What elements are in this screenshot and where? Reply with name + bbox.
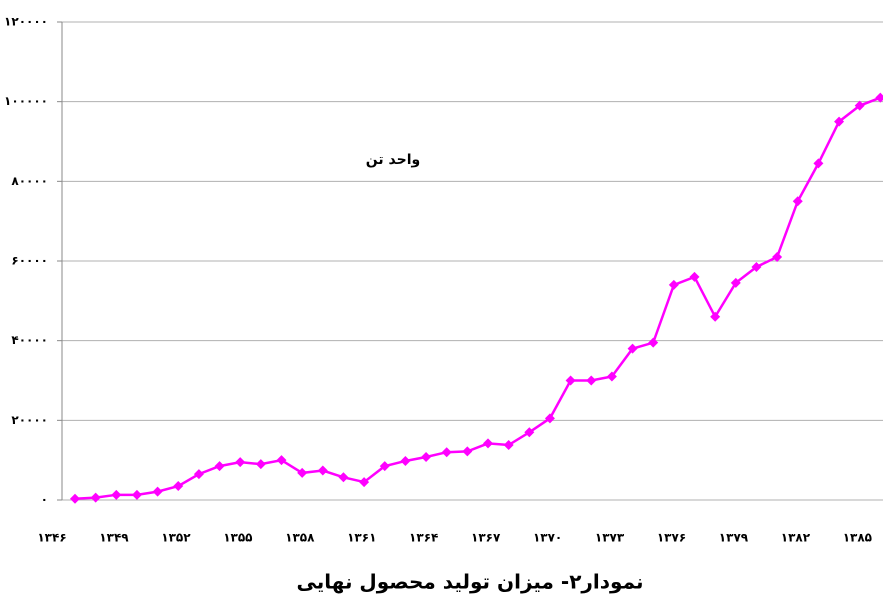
marker — [338, 472, 349, 483]
y-tick-label: ۱۰۰۰۰۰ — [4, 94, 48, 108]
marker — [193, 469, 204, 480]
marker — [751, 261, 762, 272]
marker — [359, 477, 370, 488]
marker — [297, 467, 308, 478]
annotation: واحد تن — [366, 152, 420, 168]
marker — [586, 375, 597, 386]
x-tick-label: ۱۳۵۵ — [223, 531, 252, 545]
marker — [565, 375, 576, 386]
x-tick-label: ۱۳۷۶ — [657, 531, 686, 545]
y-tick-label: ۲۰۰۰۰ — [11, 413, 48, 427]
y-tick-label: ۸۰۰۰۰ — [11, 174, 48, 188]
x-tick-label: ۱۳۸۵ — [843, 531, 872, 545]
marker — [90, 492, 101, 503]
marker — [379, 461, 390, 472]
marker — [503, 440, 514, 451]
marker — [544, 413, 555, 424]
marker — [524, 427, 535, 438]
x-tick-label: ۱۳۵۸ — [285, 531, 315, 545]
marker — [606, 371, 617, 382]
marker — [400, 455, 411, 466]
marker — [421, 451, 432, 462]
x-tick-label: ۱۳۶۱ — [347, 531, 376, 545]
marker — [255, 459, 266, 470]
marker — [462, 446, 473, 457]
marker — [710, 311, 721, 322]
marker — [668, 279, 679, 290]
marker — [854, 100, 865, 111]
x-tick-label: ۱۳۵۲ — [161, 531, 191, 545]
marker — [792, 196, 803, 207]
x-tick-label: ۱۳۸۲ — [781, 531, 811, 545]
y-tick-label: ۶۰۰۰۰ — [11, 254, 48, 268]
y-tick-label: ۰ — [41, 493, 48, 507]
marker — [235, 457, 246, 468]
y-tick-label: ۱۲۰۰۰۰ — [4, 15, 48, 29]
marker — [483, 438, 493, 449]
marker — [627, 343, 638, 354]
x-tick-label: ۱۳۶۷ — [471, 531, 501, 545]
marker — [276, 455, 287, 466]
marker — [131, 489, 142, 500]
marker — [772, 252, 783, 263]
marker — [111, 489, 122, 500]
marker — [834, 116, 845, 127]
marker — [648, 337, 659, 348]
marker — [730, 277, 741, 288]
marker — [70, 493, 80, 504]
x-tick-label: ۱۳۷۹ — [719, 531, 749, 545]
y-tick-label: ۴۰۰۰۰ — [11, 333, 48, 347]
line — [74, 96, 881, 501]
marker — [317, 465, 328, 476]
marker — [689, 271, 700, 282]
x-tick-label: ۱۳۷۰ — [533, 531, 562, 545]
marker — [875, 92, 883, 103]
x-tick-label: ۱۳۶۴ — [409, 531, 438, 545]
marker — [813, 158, 824, 169]
x-tick-label: ۱۳۴۹ — [99, 531, 129, 545]
marker — [441, 447, 452, 458]
chart-title: نمودار۲- میزان تولید محصول نهایی — [296, 570, 643, 594]
marker — [214, 461, 225, 472]
marker — [173, 481, 184, 492]
marker — [152, 486, 163, 497]
x-tick-label: ۱۳۷۳ — [595, 531, 625, 545]
x-tick-label: ۱۳۴۶ — [37, 531, 66, 545]
